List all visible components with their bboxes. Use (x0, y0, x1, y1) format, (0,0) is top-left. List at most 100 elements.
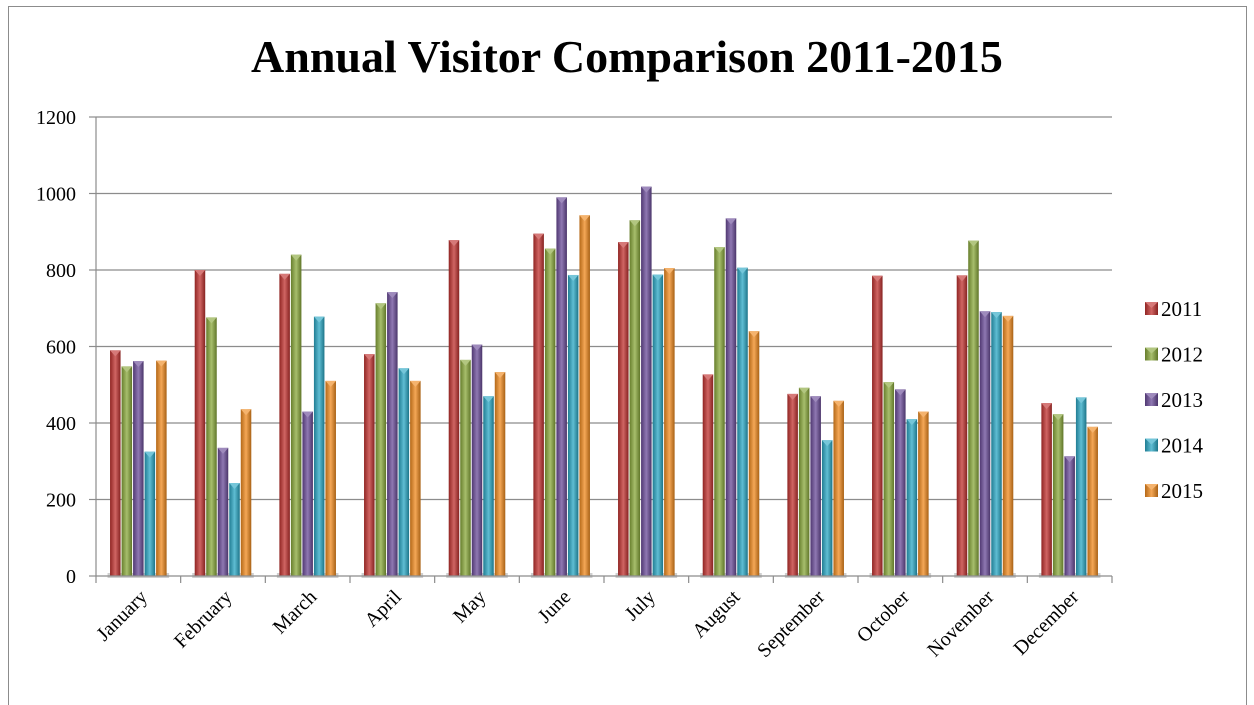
bar-cap (1002, 315, 1014, 322)
bar-2014-january (144, 451, 156, 576)
bar-cap (918, 411, 929, 418)
bar-2015-november (1002, 315, 1014, 576)
bar-cap (1052, 414, 1064, 421)
bar-2012-june (544, 248, 556, 576)
bar-2013-august (725, 218, 737, 577)
bar-cap (968, 240, 979, 247)
x-tick-label: September (753, 586, 829, 662)
bar-2015-january (156, 360, 167, 576)
bar-2011-march (279, 273, 290, 576)
y-tick-label: 400 (46, 413, 76, 435)
x-tick-label: July (621, 586, 660, 625)
bar-cap (494, 372, 506, 379)
bar-2012-july (629, 220, 641, 576)
chart-title: Annual Visitor Comparison 2011-2015 (251, 31, 1003, 82)
bar-2013-march (302, 411, 313, 576)
bar-2014-december (1075, 397, 1087, 576)
bar-2015-december (1087, 426, 1098, 576)
bar-2015-february (240, 409, 252, 576)
bar-2013-july (641, 186, 652, 577)
bar-2015-april (410, 380, 421, 576)
bar-2015-august (748, 331, 760, 576)
bar-cap (1075, 397, 1087, 404)
bar-2012-march (290, 254, 302, 576)
bar-2013-december (1064, 456, 1075, 576)
bar-2013-april (387, 292, 398, 576)
legend-swatch-2011 (1145, 302, 1158, 315)
bar-2014-june (567, 274, 579, 576)
legend-swatch-2013 (1145, 393, 1158, 406)
bar-2011-july (618, 242, 629, 576)
bar-cap (906, 419, 918, 426)
x-tick-label: March (269, 586, 321, 638)
bar-cap (652, 274, 664, 281)
bar-cap (991, 312, 1002, 319)
bar-cap (533, 233, 544, 240)
bar-2014-august (737, 267, 748, 576)
bar-2011-february (194, 270, 206, 576)
y-tick-label: 1000 (36, 184, 76, 206)
bar-cap (556, 197, 567, 204)
bar-2015-march (325, 380, 336, 576)
bar-2013-january (133, 361, 144, 576)
bar-2015-september (833, 400, 844, 576)
bar-cap (748, 331, 760, 338)
legend-label-2012: 2012 (1161, 343, 1203, 367)
legend-swatch-2012 (1145, 347, 1158, 361)
bar-cap (702, 374, 714, 381)
bar-2013-may (471, 344, 483, 576)
bar-cap (1087, 426, 1098, 433)
legend-label-2013: 2013 (1161, 388, 1203, 412)
bar-cap (156, 360, 167, 367)
legend-label-2014: 2014 (1161, 434, 1204, 458)
bar-cap (737, 267, 748, 274)
bar-series-group (107, 186, 1101, 578)
bar-2011-may (448, 240, 460, 577)
bar-2014-april (398, 368, 410, 576)
bar-cap (664, 268, 675, 275)
bar-2012-april (375, 303, 387, 576)
bar-cap (579, 215, 590, 222)
bar-cap (121, 366, 133, 373)
bar-cap (895, 389, 906, 396)
bar-2011-april (364, 354, 375, 576)
legend-swatch-2015 (1145, 484, 1158, 497)
bar-2011-december (1041, 403, 1052, 576)
bar-2011-june (533, 233, 544, 576)
bar-cap (398, 368, 410, 375)
bar-2015-may (494, 372, 506, 576)
bar-cap (833, 400, 844, 407)
bar-2014-february (229, 483, 240, 576)
bar-cap (279, 273, 290, 280)
bar-2011-october (872, 275, 883, 576)
bar-cap (144, 451, 156, 458)
bar-2014-september (821, 440, 833, 576)
bar-cap (290, 254, 302, 261)
bar-cap (133, 361, 144, 368)
bar-2012-february (206, 317, 217, 576)
x-tick-label: April (360, 586, 406, 632)
legend-swatch-cap (1145, 484, 1158, 490)
y-tick-label: 800 (46, 260, 76, 282)
x-axis-tick-labels: January February March April May June July Augu… (92, 586, 1083, 662)
x-tick-label: June (534, 586, 576, 628)
bar-cap (471, 344, 483, 351)
y-tick-label: 0 (66, 566, 76, 588)
legend-swatch-cap (1145, 347, 1158, 354)
axes (95, 117, 1113, 583)
bar-cap (229, 483, 240, 490)
bar-2014-november (991, 312, 1002, 576)
legend: 2011 2012 2013 2014 2015 (1145, 297, 1204, 503)
bar-2012-may (460, 359, 471, 576)
bar-cap (206, 317, 217, 324)
bar-cap (641, 186, 652, 193)
bar-2012-august (714, 247, 725, 577)
bar-cap (483, 396, 494, 403)
bar-2011-august (702, 374, 714, 576)
bar-cap (798, 387, 810, 394)
y-tick-label: 600 (46, 337, 76, 359)
bar-cap (979, 311, 991, 318)
bar-2012-september (798, 387, 810, 576)
bar-cap (714, 247, 725, 254)
x-tick-label: October (853, 586, 914, 647)
